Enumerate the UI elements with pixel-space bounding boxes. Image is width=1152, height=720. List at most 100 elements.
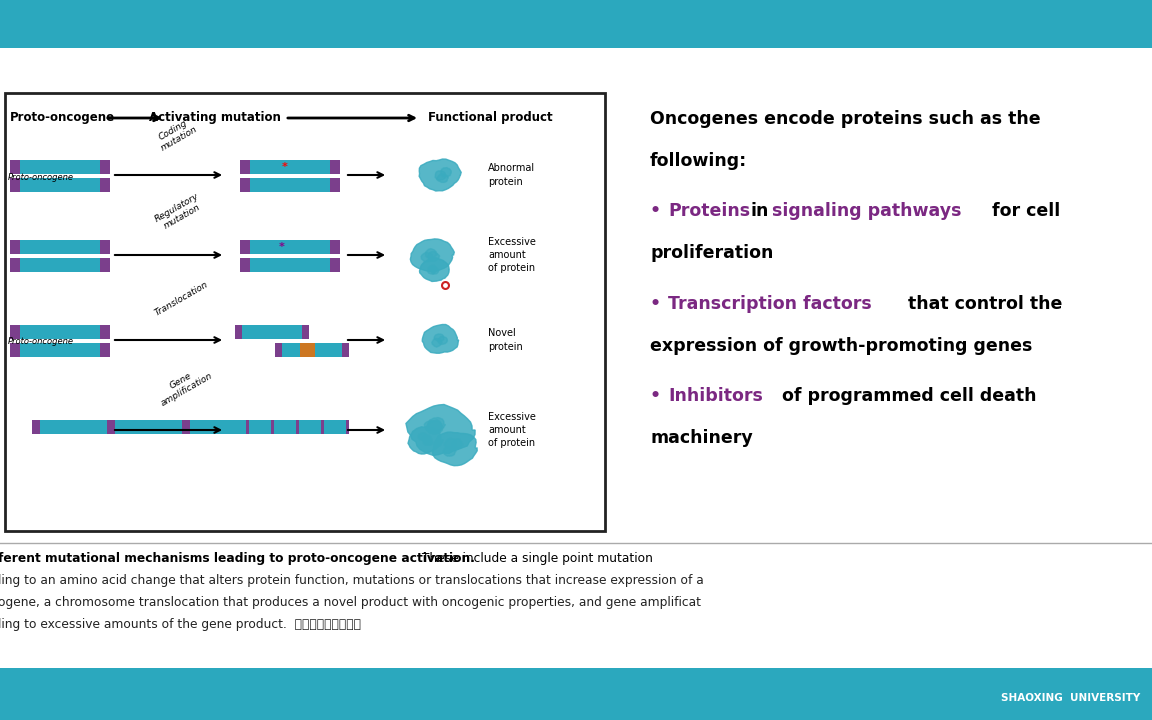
Text: Regulatory
mutation: Regulatory mutation	[153, 192, 206, 233]
Bar	[10, 160, 20, 174]
Polygon shape	[425, 248, 438, 259]
Bar	[272, 420, 274, 434]
Text: SHAOXING  UNIVERSITY: SHAOXING UNIVERSITY	[1001, 693, 1140, 703]
Polygon shape	[437, 174, 448, 182]
Bar	[190, 420, 260, 434]
Polygon shape	[438, 336, 447, 344]
Bar	[241, 240, 250, 254]
Polygon shape	[422, 253, 433, 262]
Bar	[271, 420, 274, 434]
Polygon shape	[427, 418, 446, 431]
Text: ogene, a chromosome translocation that produces a novel product with oncogenic p: ogene, a chromosome translocation that p…	[0, 596, 702, 609]
Bar	[10, 178, 20, 192]
Text: Excessive
amount
of protein: Excessive amount of protein	[488, 412, 536, 448]
Bar	[275, 343, 282, 357]
Text: in: in	[750, 202, 768, 220]
Bar	[10, 258, 20, 272]
Text: Coding
mutation: Coding mutation	[153, 116, 198, 153]
Text: of programmed cell death: of programmed cell death	[782, 387, 1037, 405]
Text: Functional product: Functional product	[427, 112, 552, 125]
Text: *: *	[282, 162, 288, 172]
Bar	[296, 420, 300, 434]
Polygon shape	[427, 268, 435, 274]
Text: •: •	[650, 202, 661, 220]
Bar	[100, 343, 109, 357]
Bar	[241, 258, 250, 272]
Bar	[20, 325, 100, 339]
Text: Proto-oncogene: Proto-oncogene	[8, 338, 74, 346]
Bar	[5, 93, 605, 531]
Bar	[115, 420, 185, 434]
Polygon shape	[423, 438, 433, 445]
Bar	[10, 343, 20, 357]
Bar	[241, 178, 250, 192]
Bar	[182, 420, 190, 434]
Text: proliferation: proliferation	[650, 244, 773, 262]
Text: •: •	[650, 294, 661, 312]
Text: that control the: that control the	[908, 294, 1062, 312]
Polygon shape	[427, 251, 440, 261]
Polygon shape	[406, 405, 475, 456]
Bar	[20, 258, 100, 272]
Bar	[300, 420, 321, 434]
Polygon shape	[426, 420, 444, 434]
Bar	[40, 420, 109, 434]
Bar	[100, 178, 109, 192]
Text: These include a single point mutation: These include a single point mutation	[418, 552, 653, 565]
Polygon shape	[423, 436, 432, 443]
Bar	[241, 160, 250, 174]
Polygon shape	[441, 168, 452, 177]
Bar	[329, 178, 340, 192]
Text: for cell: for cell	[992, 202, 1060, 220]
Text: *: *	[279, 242, 285, 252]
Bar	[329, 240, 340, 254]
Text: ling to an amino acid change that alters protein function, mutations or transloc: ling to an amino acid change that alters…	[0, 574, 704, 587]
Polygon shape	[435, 171, 446, 180]
Bar	[260, 420, 268, 434]
Polygon shape	[444, 447, 456, 456]
Text: Abnormal
protein: Abnormal protein	[488, 163, 536, 186]
Bar	[342, 343, 349, 357]
Text: Novel
protein: Novel protein	[488, 328, 523, 351]
Polygon shape	[431, 268, 439, 274]
Polygon shape	[418, 433, 427, 440]
Bar	[250, 240, 329, 254]
Polygon shape	[424, 420, 441, 433]
Bar	[109, 420, 119, 434]
Bar	[329, 160, 340, 174]
Bar	[100, 240, 109, 254]
Polygon shape	[408, 427, 444, 454]
Text: expression of growth-promoting genes: expression of growth-promoting genes	[650, 337, 1032, 355]
Text: ling to excessive amounts of the gene product.  （参考自外文教材）: ling to excessive amounts of the gene pr…	[0, 618, 361, 631]
Polygon shape	[452, 438, 462, 449]
Text: machinery: machinery	[650, 429, 752, 447]
Text: Proto-oncogene: Proto-oncogene	[8, 173, 74, 181]
Polygon shape	[419, 159, 461, 191]
Polygon shape	[432, 432, 477, 466]
Text: Excessive
amount
of protein: Excessive amount of protein	[488, 237, 536, 273]
Bar	[321, 420, 324, 434]
Text: Activating mutation: Activating mutation	[149, 112, 281, 125]
Polygon shape	[410, 239, 454, 271]
Bar	[250, 258, 329, 272]
Bar	[0, 668, 1152, 720]
Text: Proteins: Proteins	[668, 202, 750, 220]
Bar	[31, 420, 40, 434]
Text: Translocation: Translocation	[153, 280, 210, 318]
Text: •: •	[650, 387, 661, 405]
Polygon shape	[419, 258, 449, 282]
Text: signaling pathways: signaling pathways	[772, 202, 962, 220]
Bar	[274, 420, 296, 434]
Bar	[20, 343, 100, 357]
Text: Gene
amplification: Gene amplification	[153, 362, 214, 408]
Text: Proto-oncogene: Proto-oncogene	[10, 112, 115, 125]
Bar	[20, 178, 100, 192]
Text: following:: following:	[650, 152, 748, 170]
Bar	[302, 325, 309, 339]
Bar	[247, 420, 249, 434]
Bar	[20, 160, 100, 174]
Polygon shape	[432, 338, 442, 347]
Bar	[282, 343, 342, 357]
Bar	[107, 420, 115, 434]
Bar	[20, 240, 100, 254]
